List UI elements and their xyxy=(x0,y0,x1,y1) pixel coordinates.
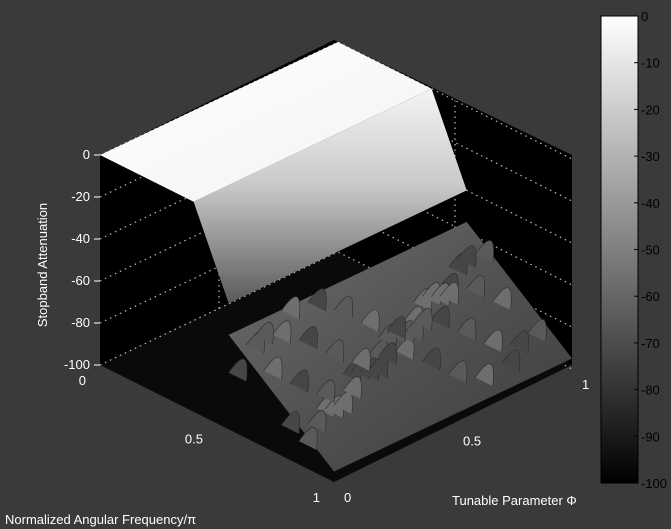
stopband-lobe xyxy=(448,360,468,384)
x-axis-label: Normalized Angular Frequency/π xyxy=(5,512,196,527)
stopband-lobe xyxy=(440,282,459,305)
z-axis-label: Stopband Attenuation xyxy=(35,203,50,327)
y-tick-label: 0 xyxy=(344,490,351,505)
stopband-lobe xyxy=(254,321,274,345)
stopband-lobe xyxy=(501,349,521,373)
z-tick-label: -80 xyxy=(71,315,90,330)
stopband-lobe xyxy=(351,348,371,371)
z-axis-ticks: 0 -20 -40 -60 -80 -100 xyxy=(64,147,100,372)
colorbar-tick-label: -70 xyxy=(641,336,660,351)
stopband-lobe xyxy=(457,245,477,268)
stopband-lobe xyxy=(298,427,318,450)
z-tick-label: -100 xyxy=(64,357,90,372)
stopband-lobe xyxy=(281,296,301,320)
stopband-lobe xyxy=(360,309,380,332)
stopband-lobe xyxy=(475,240,494,264)
stopband-lobe xyxy=(281,411,300,434)
stopband-lobe xyxy=(413,308,433,331)
y-tick-label: 1 xyxy=(582,377,589,392)
colorbar-scale xyxy=(600,15,639,484)
stopband-lobe xyxy=(263,356,283,380)
transition-band xyxy=(193,88,467,304)
stopband-lobe xyxy=(474,363,494,387)
stopband-lobe xyxy=(298,326,318,349)
x-axis-ticks: 00.51 xyxy=(79,373,320,505)
z-tick-label: -60 xyxy=(71,273,90,288)
colorbar-tick-label: -90 xyxy=(641,429,660,444)
colorbar-tick-label: -20 xyxy=(641,102,660,117)
y-tick-label: 0.5 xyxy=(463,434,481,449)
surface xyxy=(100,42,572,472)
stopband-lobe xyxy=(325,339,345,363)
stopband-lobe xyxy=(342,376,362,400)
stopband-lobe xyxy=(483,329,503,353)
stopband-lobe xyxy=(466,275,486,298)
stopband-lobe xyxy=(421,347,441,371)
colorbar-tick-label: -40 xyxy=(641,196,660,211)
colorbar-tick-label: -30 xyxy=(641,149,660,164)
stopband-lobe xyxy=(307,288,327,312)
z-tick-label: -40 xyxy=(71,231,90,246)
stopband-lobe xyxy=(316,379,336,403)
colorbar-tick-label: -50 xyxy=(641,243,660,258)
stopband-lobe xyxy=(307,410,327,433)
passband-plateau xyxy=(100,42,432,202)
y-axis-ticks: 00.51 xyxy=(344,377,589,505)
stopband-lobe xyxy=(228,358,248,382)
stopband-lobe xyxy=(430,306,450,329)
stopband-lobe xyxy=(272,320,292,344)
stopband-lobe xyxy=(510,330,530,354)
colorbar-tick-label: -80 xyxy=(641,383,660,398)
colorbar-ticks: 0 -10 -20 -30 -40 -50 -60 -70 -80 -90 -100 xyxy=(634,9,667,491)
z-tick-label: -20 xyxy=(71,189,90,204)
x-tick-label: 1 xyxy=(313,490,320,505)
stopband-lobe xyxy=(378,342,398,366)
x-tick-label: 0 xyxy=(79,373,86,388)
colorbar: 0 -10 -20 -30 -40 -50 -60 -70 -80 -90 -100 xyxy=(600,9,667,491)
y-axis-label: Tunable Parameter Φ xyxy=(452,493,577,508)
colorbar-tick-label: -100 xyxy=(641,476,667,491)
x-tick-label: 0.5 xyxy=(185,432,203,447)
stopband-lobe xyxy=(387,316,406,340)
stopband-lobe xyxy=(334,296,354,319)
colorbar-tick-label: 0 xyxy=(641,9,648,24)
stopband-lobe xyxy=(492,287,512,311)
colorbar-tick-label: -10 xyxy=(641,56,660,71)
stopband-lobe xyxy=(289,369,309,393)
stopband-lobe xyxy=(457,317,477,341)
colorbar-tick-label: -60 xyxy=(641,289,660,304)
z-tick-label: 0 xyxy=(83,147,90,162)
stopband-lobe xyxy=(527,319,547,342)
